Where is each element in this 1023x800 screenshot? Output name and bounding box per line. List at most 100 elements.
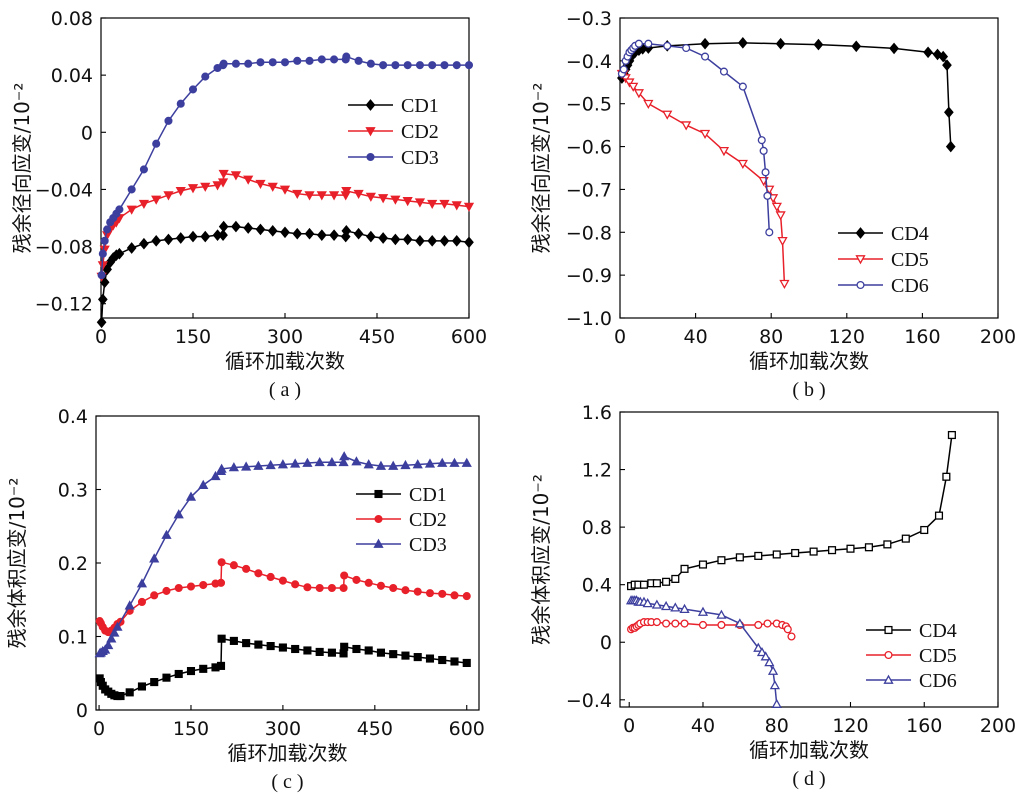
- legend-marker: [365, 99, 376, 111]
- data-point-CD2: [389, 583, 398, 593]
- data-point-CD1: [366, 230, 376, 243]
- data-point-CD3: [268, 58, 277, 67]
- data-point-CD1: [291, 644, 300, 654]
- plot-frame: [95, 415, 480, 711]
- legend-marker: [855, 255, 866, 265]
- data-point-CD4: [775, 37, 786, 50]
- data-point-CD2: [266, 572, 275, 582]
- data-point-CD3: [219, 59, 228, 68]
- legend-entry-CD3: CD3: [348, 147, 439, 169]
- data-point-CD6: [700, 52, 710, 61]
- data-point-CD1: [450, 657, 459, 666]
- data-point-CD2: [303, 583, 312, 592]
- data-point-CD2: [339, 583, 348, 593]
- data-point-CD4: [851, 40, 862, 53]
- data-point-CD3: [305, 56, 314, 65]
- y-axis-label: 残余径向应变/10⁻²: [529, 83, 553, 254]
- x-tick-label: 200: [980, 326, 1016, 348]
- data-point-CD3: [100, 236, 109, 245]
- data-point-CD2: [151, 195, 162, 205]
- data-point-CD1: [126, 242, 137, 254]
- data-point-CD3: [173, 509, 184, 519]
- data-point-CD2: [425, 589, 435, 598]
- legend-entry-CD4: CD4: [866, 620, 957, 642]
- data-point-CD5: [643, 99, 654, 110]
- data-point-CD4: [945, 140, 956, 153]
- data-point-CD1: [427, 235, 438, 247]
- data-point-CD1: [315, 647, 324, 656]
- legend-marker: [884, 650, 893, 660]
- data-point-CD5: [718, 147, 730, 157]
- data-point-CD3: [403, 61, 412, 70]
- data-point-CD2: [439, 199, 450, 210]
- chart-panel-4: 0 40 80 120 160 200 −0.4 0 0.4 0.8 1.2 1.6 循环加载次数 残余体…: [529, 402, 1016, 790]
- data-point-CD3: [149, 553, 160, 563]
- chart-panel-3: 0 150 300 450 600 0 0.1 0.2 0.3 0.4 循环加载次数 残余体积应变/1…: [5, 406, 485, 793]
- data-point-CD4: [735, 553, 744, 562]
- data-point-CD1: [229, 636, 238, 645]
- data-point-CD2: [150, 591, 159, 600]
- data-point-CD6: [670, 602, 681, 612]
- data-point-CD3: [424, 458, 436, 468]
- data-point-CD2: [217, 558, 226, 567]
- legend-label: CD4: [891, 223, 929, 245]
- series-CD1: [95, 634, 471, 701]
- legend-label: CD3: [401, 147, 439, 169]
- legend-marker: [855, 227, 866, 239]
- data-point-CD2: [229, 561, 238, 570]
- data-point-CD3: [412, 459, 423, 469]
- y-tick-label: 1.6: [582, 402, 612, 424]
- legend-entry-CD6: CD6: [866, 670, 957, 692]
- data-point-CD4: [813, 38, 824, 51]
- data-point-CD4: [883, 540, 892, 549]
- data-point-CD1: [401, 651, 410, 660]
- data-point-CD2: [243, 175, 254, 185]
- data-point-CD2: [327, 583, 336, 593]
- data-point-CD4: [942, 59, 952, 71]
- legend-marker: [856, 280, 865, 290]
- data-point-CD4: [809, 547, 818, 556]
- series-line-CD6: [621, 42, 771, 233]
- data-point-CD1: [102, 263, 112, 276]
- data-point-CD6: [679, 603, 690, 613]
- data-point-CD2: [200, 182, 211, 192]
- data-point-CD5: [633, 89, 645, 99]
- data-point-CD1: [137, 682, 147, 691]
- data-point-CD1: [278, 643, 287, 652]
- data-point-CD1: [267, 225, 278, 237]
- chart-panel-2: 0 40 80 120 160 200 −1.0 −0.9 −0.8 −0.7 −0.6 −0.5 −0…: [529, 8, 1016, 401]
- legend-label: CD2: [409, 509, 447, 531]
- data-point-CD1: [139, 237, 149, 250]
- data-point-CD1: [462, 658, 471, 668]
- data-point-CD2: [353, 189, 364, 200]
- y-tick-label: 0.4: [582, 575, 612, 597]
- legend-label: CD6: [891, 275, 929, 297]
- series-CD2: [96, 169, 475, 282]
- data-point-CD3: [317, 55, 326, 64]
- data-point-CD1: [341, 225, 352, 237]
- data-point-CD1: [266, 642, 275, 651]
- legend-entry-CD1: CD1: [356, 484, 447, 506]
- data-point-CD4: [920, 525, 929, 535]
- data-point-CD6: [767, 665, 779, 675]
- data-point-CD3: [302, 457, 313, 467]
- data-point-CD2: [340, 571, 349, 580]
- y-tick-label: −0.5: [566, 94, 612, 116]
- data-point-CD3: [127, 185, 136, 194]
- data-point-CD1: [114, 247, 125, 260]
- data-point-CD5: [681, 121, 692, 131]
- data-point-CD3: [103, 225, 112, 234]
- chart-panel-1: 0 150 300 450 600 −0.12 −0.08 −0.04 0 0.04 0.08 循环加…: [10, 8, 487, 401]
- data-point-CD1: [188, 230, 198, 243]
- plot-frame: [619, 411, 999, 708]
- data-point-CD4: [717, 556, 726, 565]
- data-point-CD5: [787, 632, 796, 641]
- data-point-CD1: [254, 640, 263, 649]
- data-point-CD6: [716, 609, 727, 619]
- data-point-CD1: [340, 642, 349, 651]
- data-point-CD1: [96, 316, 107, 329]
- data-point-CD3: [152, 139, 161, 148]
- data-point-CD3: [188, 85, 198, 94]
- x-tick-label: 40: [684, 326, 708, 348]
- data-point-CD2: [138, 199, 150, 210]
